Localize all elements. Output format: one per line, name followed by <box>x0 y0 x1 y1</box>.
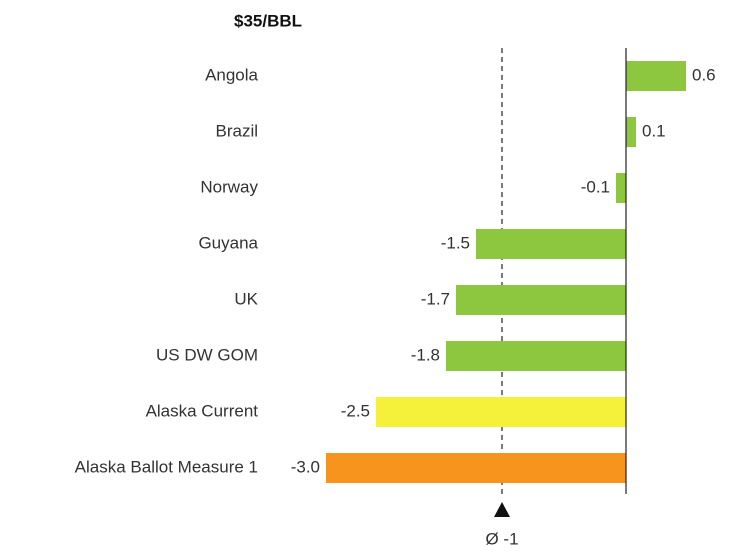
bar <box>456 285 626 315</box>
value-label: -2.5 <box>341 401 370 420</box>
category-label: US DW GOM <box>156 345 258 364</box>
category-label: UK <box>234 289 258 308</box>
value-label: -1.5 <box>441 233 470 252</box>
category-label: Guyana <box>198 233 258 252</box>
value-label: -0.1 <box>581 177 610 196</box>
chart-title: $35/BBL <box>234 11 302 30</box>
category-label: Brazil <box>215 121 258 140</box>
average-label: Ø -1 <box>485 529 518 548</box>
bar <box>376 397 626 427</box>
category-label: Alaska Ballot Measure 1 <box>75 457 258 476</box>
bar <box>626 61 686 91</box>
bar <box>326 453 626 483</box>
bar <box>616 173 626 203</box>
category-label: Norway <box>200 177 258 196</box>
bar <box>476 229 626 259</box>
category-label: Angola <box>205 65 258 84</box>
average-marker <box>494 502 510 517</box>
value-label: -3.0 <box>291 457 320 476</box>
value-label: 0.6 <box>692 65 716 84</box>
value-label: 0.1 <box>642 121 666 140</box>
value-label: -1.8 <box>411 345 440 364</box>
category-label: Alaska Current <box>146 401 259 420</box>
value-label: -1.7 <box>421 289 450 308</box>
bar <box>626 117 636 147</box>
bar <box>446 341 626 371</box>
